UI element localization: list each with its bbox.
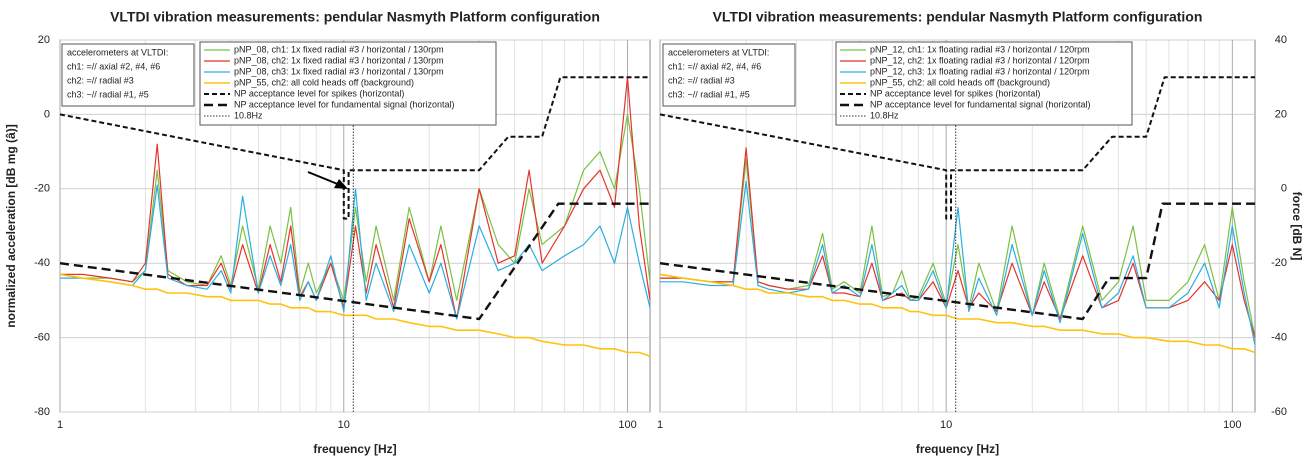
legend-label: NP acceptance level for spikes (horizont… [234, 88, 404, 98]
annotation-line: ch3: ~// radial #1, #5 [668, 89, 750, 99]
series-line [60, 184, 651, 320]
y-tick-label: -80 [34, 406, 50, 418]
legend-label: pNP_55, ch2: all cold heads off (backgro… [870, 77, 1050, 87]
chart-title: VLTDI vibration measurements: pendular N… [110, 9, 600, 25]
x-tick-label: 100 [1223, 419, 1241, 431]
legend-label: NP acceptance level for fundamental sign… [234, 99, 454, 109]
y-tick-label: 20 [1275, 108, 1287, 120]
legend-label: pNP_08, ch3: 1x fixed radial #3 / horizo… [234, 66, 444, 76]
series-line [59, 202, 650, 321]
y-tick-label: -20 [1271, 257, 1287, 269]
legend-label: pNP_08, ch2: 1x fixed radial #3 / horizo… [234, 55, 444, 65]
series-line [59, 76, 650, 220]
series-line [59, 273, 651, 357]
legend-label: NP acceptance level for fundamental sign… [870, 99, 1090, 109]
y-tick-label: 0 [44, 108, 50, 120]
series-line [659, 202, 1255, 321]
arrow-shaft [307, 171, 341, 186]
x-tick-label: 10 [940, 419, 952, 431]
y-tick-label: 0 [1281, 183, 1287, 195]
arrow-head [334, 179, 348, 189]
arrow [307, 171, 348, 189]
legend-frame [835, 41, 1133, 126]
annotation-line: ch1: =// axial #2, #4, #6 [668, 61, 761, 71]
legend: pNP_12, ch1: 1x floating radial #3 / hor… [835, 41, 1133, 126]
legend-label: NP acceptance level for spikes (horizont… [870, 88, 1040, 98]
legend-label: pNP_08, ch1: 1x fixed radial #3 / horizo… [234, 44, 444, 54]
legend-frame [199, 41, 497, 126]
y-axis-label: normalized acceleration [dB mg (â)] [4, 124, 18, 327]
y-tick-label: 20 [38, 34, 50, 46]
x-axis-label: frequency [Hz] [916, 442, 999, 456]
annotation-box: accelerometers at VLTDI: ch1: =// axial #… [61, 43, 195, 107]
legend-label: pNP_12, ch1: 1x floating radial #3 / hor… [870, 44, 1090, 54]
plot: -60 -40 -20 0 20 40 1 10 100 VLTDI vibration meas… [657, 9, 1304, 456]
y-tick-label: -40 [1271, 332, 1287, 344]
legend-label: pNP_12, ch3: 1x floating radial #3 / hor… [870, 66, 1090, 76]
annotation-line: accelerometers at VLTDI: [668, 47, 769, 57]
plot: -80 -60 -40 -20 0 20 1 10 100 VLTDI vibration mea… [4, 9, 651, 456]
series-line [659, 273, 1256, 354]
annotation-frame [662, 43, 796, 107]
x-tick-label: 100 [618, 419, 636, 431]
annotation-line: ch2: =// radial #3 [67, 75, 134, 85]
annotation-box: accelerometers at VLTDI: ch1: =// axial #… [662, 43, 796, 107]
y-tick-label: -20 [34, 183, 50, 195]
y-tick-label: -60 [1271, 406, 1287, 418]
y-tick-label: -40 [34, 257, 50, 269]
x-axis-label: frequency [Hz] [313, 442, 396, 456]
annotation-line: ch1: =// axial #2, #4, #6 [67, 61, 160, 71]
y2-axis-label: force [dB N] [1290, 192, 1304, 261]
annotation-frame [61, 43, 195, 107]
chart-title: VLTDI vibration measurements: pendular N… [713, 9, 1203, 25]
annotation-line: accelerometers at VLTDI: [67, 47, 168, 57]
annotation-line: ch2: =// radial #3 [668, 75, 735, 85]
annotation-line: ch3: ~// radial #1, #5 [67, 89, 149, 99]
legend-label: 10.8Hz [234, 110, 263, 120]
x-tick-label: 10 [338, 419, 350, 431]
y-tick-label: -60 [34, 332, 50, 344]
legend: pNP_08, ch1: 1x fixed radial #3 / horizo… [199, 41, 497, 126]
legend-label: 10.8Hz [870, 110, 899, 120]
series-line [659, 76, 1255, 220]
x-tick-label: 1 [57, 419, 63, 431]
legend-label: pNP_55, ch2: all cold heads off (backgro… [234, 77, 414, 87]
legend-label: pNP_12, ch2: 1x floating radial #3 / hor… [870, 55, 1090, 65]
series-line [660, 180, 1256, 346]
x-tick-label: 1 [657, 419, 663, 431]
y-tick-label: 40 [1275, 34, 1287, 46]
